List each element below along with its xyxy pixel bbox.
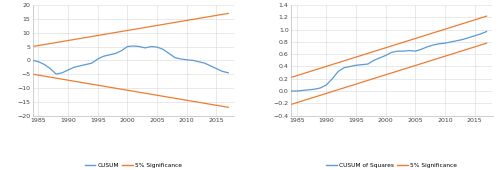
Legend: CUSUM of Squares, 5% Significance: CUSUM of Squares, 5% Significance (324, 160, 460, 170)
Legend: CUSUM, 5% Significance: CUSUM, 5% Significance (82, 160, 184, 170)
